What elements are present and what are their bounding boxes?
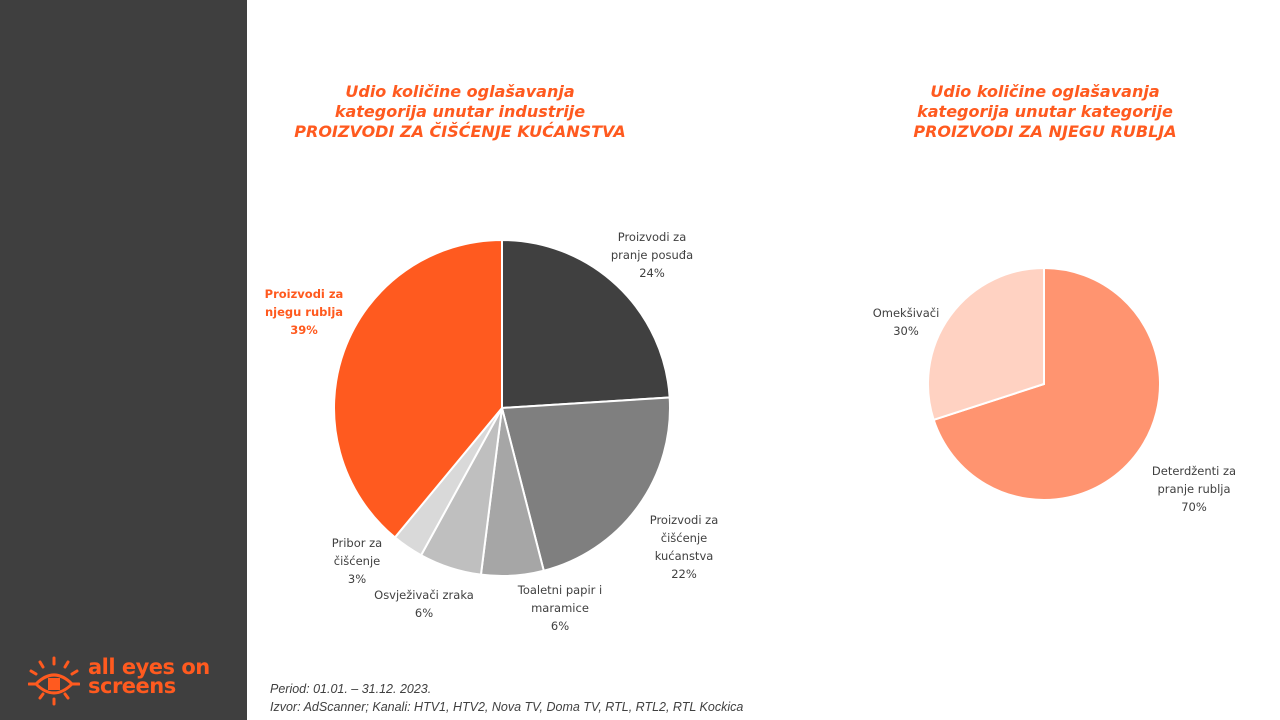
chart-2-title-line: PROIZVODI ZA NJEGU RUBLJA: [913, 122, 1177, 141]
chart-1-title-line: kategorija unutar industrije: [334, 102, 586, 121]
pie-2-slice: [927, 266, 1045, 422]
pie-1-slice-label: Pribor za čišćenje 3%: [332, 536, 382, 586]
logo-line-2: screens: [88, 674, 176, 698]
chart-2-title-line: Udio količine oglašavanja: [930, 82, 1160, 101]
pie-1-slice-label: Proizvodi za pranje posuđa 24%: [611, 230, 693, 280]
brand-logo: all eyes on screens: [27, 654, 228, 706]
source-text: Izvor: AdScanner; Kanali: HTV1, HTV2, No…: [270, 700, 744, 714]
pie-1-slice-label: Osvježivači zraka 6%: [374, 588, 474, 620]
pie-1-slice-label: Proizvodi za čišćenje kućanstva 22%: [650, 513, 719, 581]
pie-2-slice-label: Omekšivači 30%: [873, 306, 940, 338]
pie-1-slice-label: Proizvodi za njegu rublja 39%: [265, 287, 344, 337]
pie-1-slice: [500, 396, 672, 572]
chart-2-title-line: kategorija unutar kategorije: [917, 102, 1173, 121]
logo-wordmark: all eyes on screens: [88, 655, 210, 698]
eye-logo-icon: [27, 656, 81, 706]
pie-1-slice: [333, 238, 503, 539]
pie-1-slice: [501, 238, 671, 410]
chart-1-title-line: PROIZVODI ZA ČIŠĆENJE KUĆANSTVA: [294, 122, 626, 141]
pie-1-slice-label: Toaletni papir i maramice 6%: [517, 583, 603, 633]
period-text: Period: 01.01. – 31.12. 2023.: [270, 682, 432, 696]
chart-1-title: Udio količine oglašavanja kategorija unu…: [270, 82, 650, 142]
pie-2-slice: [932, 266, 1161, 501]
footer-notes: Period: 01.01. – 31.12. 2023. Izvor: AdS…: [270, 680, 743, 716]
sidebar-panel: all eyes on screens: [0, 0, 247, 720]
chart-1-title-line: Udio količine oglašavanja: [345, 82, 575, 101]
chart-2-title: Udio količine oglašavanja kategorija unu…: [850, 82, 1240, 142]
pie-2-slice-label: Deterdženti za pranje rublja 70%: [1152, 464, 1236, 514]
logo-line-1: all eyes on: [88, 655, 210, 679]
